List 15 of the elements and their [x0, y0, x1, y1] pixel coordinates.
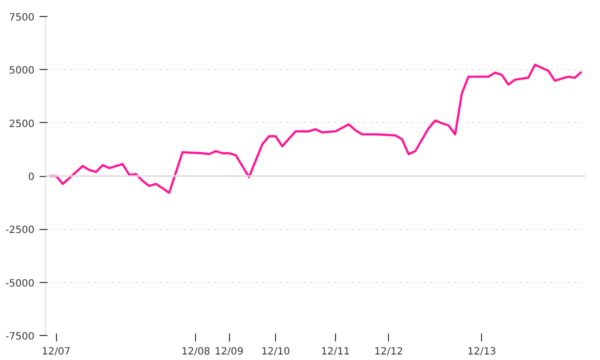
- y-tick-label: 5000: [9, 66, 35, 77]
- x-tick-label: 12/08: [181, 346, 210, 358]
- x-tick-label: 12/13: [467, 346, 496, 358]
- x-tick-label: 12/10: [261, 346, 290, 358]
- y-tick-label: 0: [28, 172, 35, 183]
- x-tick-label: 12/11: [321, 346, 350, 358]
- x-tick-label: 12/07: [42, 346, 71, 358]
- x-tick-label: 12/09: [214, 346, 244, 358]
- y-tick-label: 2500: [9, 118, 35, 130]
- y-tick-label: -7500: [5, 332, 35, 342]
- y-tick-label: 7500: [9, 12, 35, 24]
- y-tick-label: -2500: [5, 225, 35, 236]
- line-series: [48, 64, 583, 194]
- y-tick-label: -5000: [5, 278, 35, 290]
- x-tick-label: 12/12: [374, 346, 404, 358]
